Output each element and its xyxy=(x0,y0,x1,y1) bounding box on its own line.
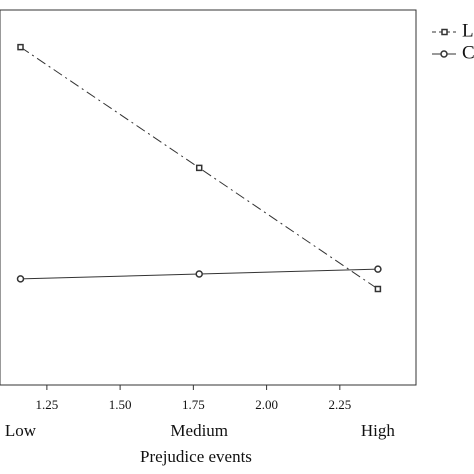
legend-marker xyxy=(440,50,448,58)
legend-marker xyxy=(441,28,448,36)
x-category-label: High xyxy=(361,421,396,440)
x-tick-label: 2.00 xyxy=(255,397,278,412)
x-axis-label: Prejudice events xyxy=(140,447,252,466)
x-category-label: Low xyxy=(5,421,37,440)
x-tick-label: 1.25 xyxy=(35,397,58,412)
x-tick-label: 2.25 xyxy=(328,397,351,412)
data-point xyxy=(374,265,382,273)
plot-frame xyxy=(0,9,417,386)
x-tick-label: 1.75 xyxy=(182,397,205,412)
data-point xyxy=(17,43,24,51)
x-category-label: Medium xyxy=(170,421,228,440)
x-tick-label: 1.50 xyxy=(109,397,132,412)
data-point xyxy=(195,164,203,172)
data-point xyxy=(16,275,25,283)
legend-label: C xyxy=(462,42,474,63)
data-point xyxy=(195,270,203,278)
legend-label: L xyxy=(462,20,474,41)
data-point xyxy=(374,285,382,293)
